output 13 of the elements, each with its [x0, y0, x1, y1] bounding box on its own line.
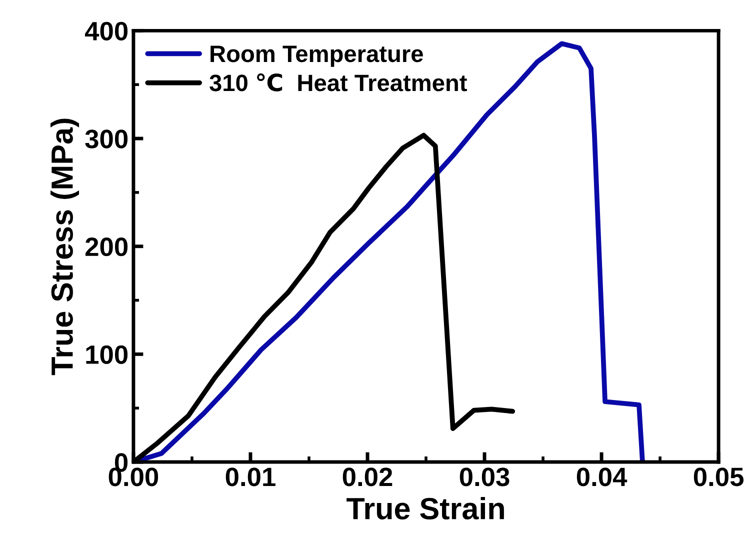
y-tick-label: 200 — [85, 237, 128, 256]
legend-label: Room Temperature — [210, 46, 423, 67]
y-tick-label: 400 — [84, 22, 128, 41]
x-tick-label: 0.02 — [342, 468, 392, 486]
x-axis-title: True Strain — [346, 497, 504, 520]
y-axis-title: True Stress (MPa) — [50, 118, 80, 376]
x-tick-label: 0.03 — [460, 468, 510, 486]
x-tick-label: 0.01 — [226, 468, 276, 486]
legend-label: 310 ℃ Heat Treatment — [210, 73, 467, 92]
y-tick-label: 100 — [86, 345, 128, 364]
x-tick-label: 0.05 — [694, 468, 744, 486]
x-tick-label: 0.04 — [576, 468, 628, 486]
y-tick-label: 300 — [85, 130, 128, 148]
